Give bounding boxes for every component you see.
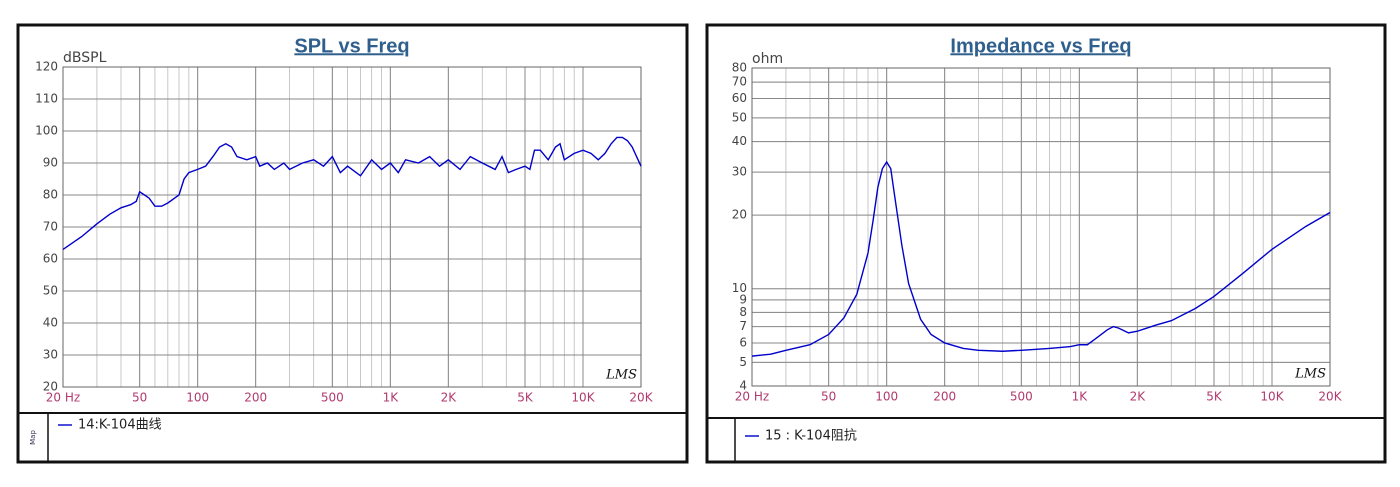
- y-tick-label: 60: [732, 91, 747, 105]
- x-tick-label: 20 Hz: [735, 390, 769, 404]
- y-tick-label: 7: [739, 319, 747, 333]
- chart-title: Impedance vs Freq: [950, 35, 1131, 57]
- y-tick-label: 20: [732, 208, 747, 222]
- y-tick-label: 30: [43, 348, 58, 362]
- watermark: LMS: [605, 368, 637, 383]
- x-tick-label: 10K: [1260, 390, 1284, 404]
- x-tick-label: 10K: [571, 391, 595, 405]
- y-tick-label: 4: [739, 379, 747, 393]
- x-tick-label: 500: [1010, 390, 1033, 404]
- x-tick-label: 20K: [1318, 390, 1342, 404]
- legend-label: 14:K-104曲线: [78, 418, 162, 433]
- x-tick-label: 2K: [441, 391, 458, 405]
- y-tick-label: 70: [732, 75, 747, 89]
- y-tick-label: 90: [43, 156, 58, 170]
- y-tick-label: 30: [732, 165, 747, 179]
- legend-side-label: Map: [29, 430, 37, 445]
- y-tick-label: 10: [732, 281, 747, 295]
- y-tick-label: 100: [35, 124, 58, 138]
- y-tick-label: 60: [43, 252, 58, 266]
- plot-border: [62, 66, 642, 388]
- y-tick-label: 20: [43, 380, 58, 394]
- x-tick-label: 100: [875, 390, 898, 404]
- y-tick-label: 120: [35, 60, 58, 74]
- y-tick-label: 8: [739, 305, 747, 319]
- y-tick-label: 5: [739, 355, 747, 369]
- x-tick-label: 100: [186, 391, 209, 405]
- x-tick-label: 500: [321, 391, 344, 405]
- chart-title: SPL vs Freq: [294, 35, 409, 57]
- y-axis-unit: dBSPL: [63, 50, 107, 66]
- y-tick-label: 50: [732, 110, 747, 124]
- x-tick-label: 5K: [1206, 390, 1223, 404]
- x-tick-label: 200: [244, 391, 267, 405]
- legend-label: 15 : K-104阻抗: [765, 429, 857, 444]
- x-tick-label: 20 Hz: [46, 391, 80, 405]
- x-tick-label: 50: [821, 390, 836, 404]
- y-tick-label: 80: [43, 188, 58, 202]
- panel-frame: [705, 23, 1387, 464]
- data-line: [62, 136, 642, 250]
- watermark: LMS: [1294, 367, 1326, 382]
- y-tick-label: 110: [35, 92, 58, 106]
- y-tick-label: 70: [43, 220, 58, 234]
- x-tick-label: 50: [132, 391, 147, 405]
- x-tick-label: 1K: [383, 391, 400, 405]
- y-tick-label: 80: [732, 61, 747, 75]
- y-tick-label: 50: [43, 284, 58, 298]
- x-tick-label: 5K: [517, 391, 534, 405]
- x-tick-label: 1K: [1072, 390, 1089, 404]
- y-tick-label: 6: [739, 335, 747, 349]
- panel-frame: [16, 23, 689, 464]
- y-tick-label: 9: [739, 292, 747, 306]
- y-axis-unit: ohm: [752, 51, 783, 67]
- x-tick-label: 20K: [629, 391, 653, 405]
- x-tick-label: 200: [933, 390, 956, 404]
- plot-border: [751, 67, 1331, 387]
- data-line: [751, 160, 1331, 357]
- y-tick-label: 40: [43, 316, 58, 330]
- x-tick-label: 2K: [1130, 390, 1147, 404]
- y-tick-label: 40: [732, 134, 747, 148]
